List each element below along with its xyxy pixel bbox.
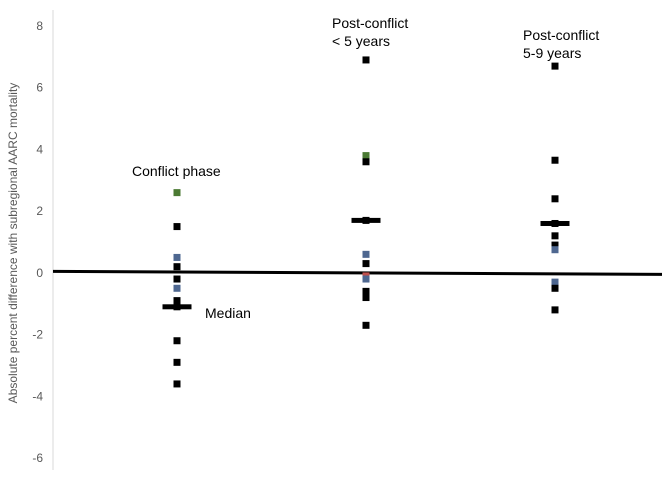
y-tick-label: 0 <box>36 266 43 280</box>
data-point <box>362 294 370 302</box>
data-point <box>551 195 559 203</box>
data-point <box>362 275 370 283</box>
data-point <box>173 284 181 292</box>
data-point <box>362 287 370 295</box>
group-labels: Conflict phase Post-conflict < 5 years Post… <box>132 15 599 179</box>
median-markers <box>162 217 570 310</box>
y-tick-label: -2 <box>32 328 43 342</box>
data-points <box>173 56 559 388</box>
data-point <box>362 250 370 258</box>
y-tick-label: 8 <box>36 19 43 33</box>
data-point <box>551 241 559 249</box>
data-point <box>551 306 559 314</box>
y-tick-label: 6 <box>36 81 43 95</box>
data-point <box>551 278 559 286</box>
y-tick-labels: 8 6 4 2 0 -2 -4 -6 <box>32 19 43 465</box>
data-point <box>362 260 370 268</box>
data-point <box>551 156 559 164</box>
data-point <box>362 56 370 64</box>
zero-baseline <box>52 269 662 276</box>
y-tick-label: -6 <box>32 451 43 465</box>
group-label: Post-conflict 5-9 years <box>523 27 599 61</box>
plot-area: 8 6 4 2 0 -2 -4 -6 Conflict phase Post-conflict <… <box>32 10 662 470</box>
data-point <box>173 189 181 197</box>
data-point <box>173 263 181 271</box>
data-point <box>173 253 181 261</box>
median-bar <box>540 220 570 226</box>
y-axis-title: Absolute percent difference with subregi… <box>6 83 20 404</box>
y-tick-label: 4 <box>36 142 43 156</box>
data-point <box>173 358 181 366</box>
data-point <box>362 158 370 166</box>
data-point <box>551 284 559 292</box>
group-label: Conflict phase <box>132 163 221 179</box>
data-point <box>173 297 181 305</box>
data-point <box>173 380 181 388</box>
median-annotation: Median <box>205 305 251 321</box>
data-point <box>362 152 370 160</box>
y-tick-label: 2 <box>36 204 43 218</box>
data-point <box>551 232 559 240</box>
data-point <box>173 275 181 283</box>
group-label: Post-conflict < 5 years <box>332 15 408 49</box>
data-point <box>173 337 181 345</box>
data-point <box>362 321 370 329</box>
data-point <box>551 246 559 254</box>
data-point <box>551 62 559 70</box>
median-bar <box>351 217 381 223</box>
y-tick-label: -4 <box>32 389 43 403</box>
annotations: Median <box>205 305 251 321</box>
median-bar <box>162 304 192 310</box>
data-point <box>173 223 181 231</box>
